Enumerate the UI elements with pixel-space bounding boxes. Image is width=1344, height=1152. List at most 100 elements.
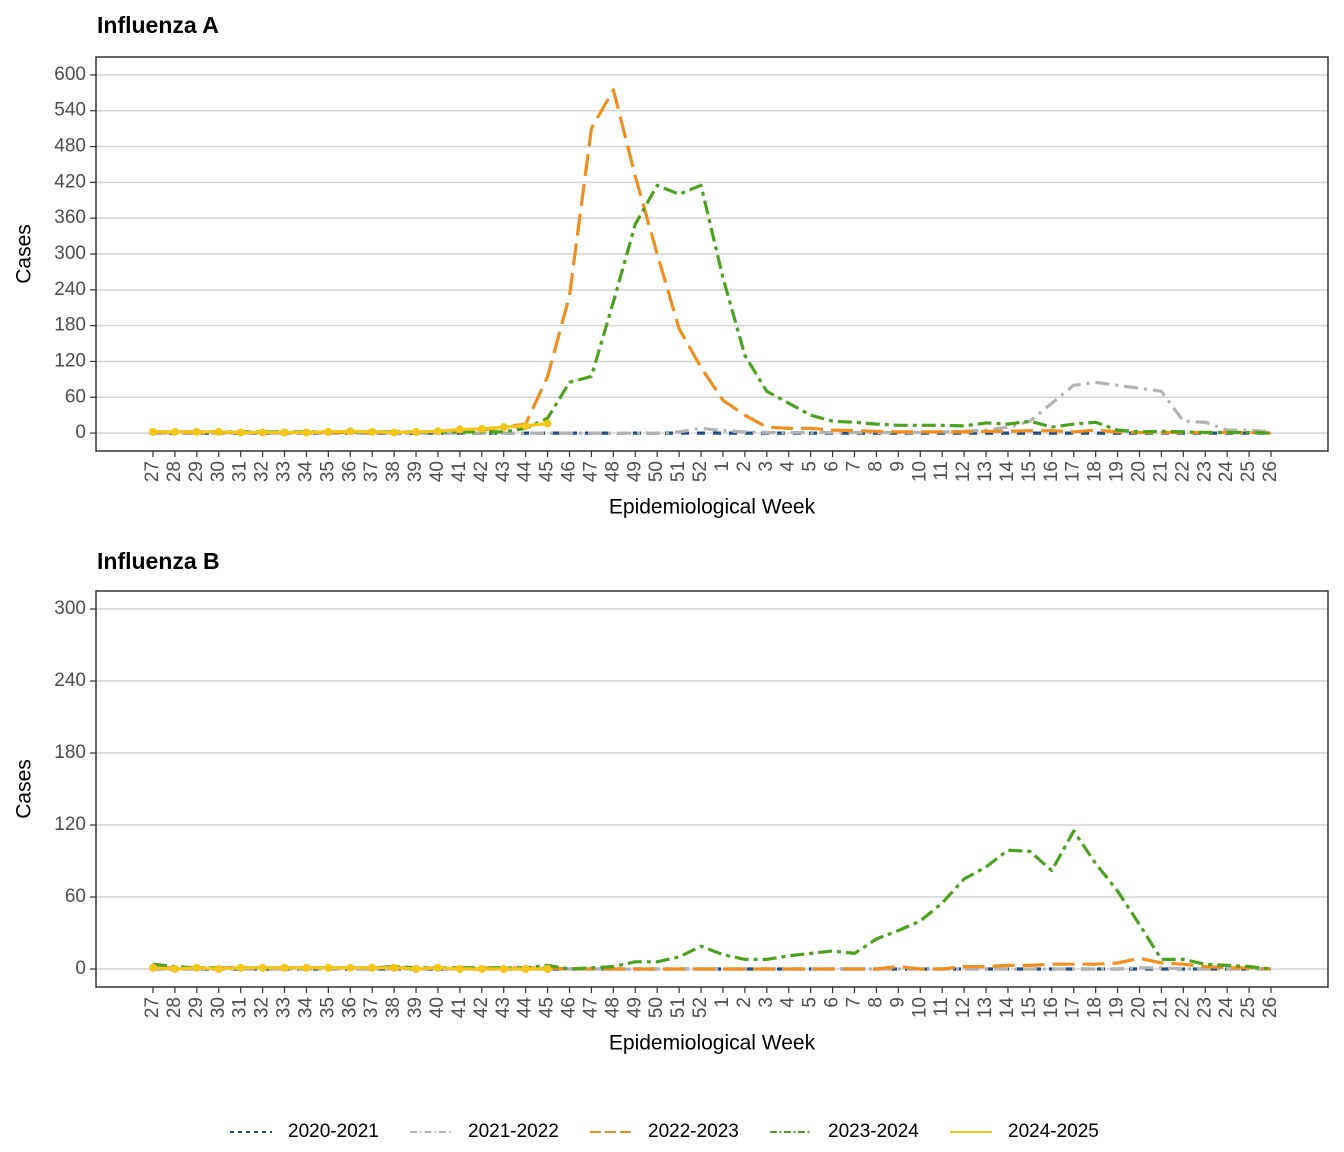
x-tick-label: 20: [1128, 461, 1149, 482]
x-tick-label: 18: [1085, 461, 1106, 482]
series-point: [368, 963, 377, 972]
x-tick-label: 26: [1260, 461, 1281, 482]
x-tick-label: 35: [317, 997, 338, 1018]
x-tick-label: 9: [887, 461, 908, 472]
series-point: [433, 427, 442, 436]
x-tick-label: 4: [778, 461, 799, 472]
x-tick-label: 23: [1194, 461, 1215, 482]
x-tick-label: 32: [252, 997, 273, 1018]
x-tick-label: 37: [361, 461, 382, 482]
legend-label: 2021-2022: [468, 1121, 559, 1142]
x-tick-label: 19: [1107, 997, 1128, 1018]
x-tick-label: 42: [471, 461, 492, 482]
x-tick-label: 50: [646, 997, 667, 1018]
x-tick-label: 10: [909, 997, 930, 1018]
x-tick-label: 30: [208, 461, 229, 482]
legend-label: 2020-2021: [288, 1121, 379, 1142]
series-point: [236, 428, 245, 437]
y-tick-label: 540: [54, 100, 86, 121]
x-axis-label: Epidemiological Week: [609, 496, 816, 519]
legend-label: 2022-2023: [648, 1121, 739, 1142]
x-tick-label: 13: [975, 461, 996, 482]
y-tick-label: 240: [54, 279, 86, 300]
x-tick-label: 1: [712, 997, 733, 1008]
x-tick-label: 24: [1216, 461, 1237, 483]
x-tick-label: 28: [164, 461, 185, 482]
series-point: [543, 965, 552, 973]
x-tick-label: 7: [844, 997, 865, 1008]
x-tick-label: 47: [580, 997, 601, 1018]
x-tick-label: 6: [822, 997, 843, 1008]
series-point: [521, 965, 530, 973]
x-tick-label: 27: [142, 461, 163, 482]
series-point: [346, 963, 355, 972]
x-tick-label: 41: [449, 461, 470, 482]
y-tick-label: 600: [54, 64, 86, 85]
series-line: [152, 829, 1272, 971]
series-point: [258, 428, 267, 437]
x-tick-label: 17: [1063, 997, 1084, 1018]
x-tick-label: 44: [515, 461, 536, 483]
x-tick-label: 46: [559, 997, 580, 1018]
x-tick-label: 29: [186, 997, 207, 1018]
x-tick-label: 10: [909, 461, 930, 482]
y-axis-label: Cases: [13, 759, 36, 819]
x-tick-label: 34: [295, 997, 316, 1019]
x-tick-label: 39: [405, 997, 426, 1018]
x-tick-label: 5: [800, 997, 821, 1008]
x-tick-label: 22: [1172, 997, 1193, 1018]
x-tick-label: 51: [668, 461, 689, 482]
y-tick-label: 0: [75, 958, 86, 979]
y-axis-label: Cases: [13, 224, 36, 284]
x-tick-label: 34: [295, 461, 316, 483]
x-tick-label: 52: [690, 461, 711, 482]
x-tick-label: 44: [515, 997, 536, 1019]
x-tick-label: 18: [1085, 997, 1106, 1018]
series-point: [258, 963, 267, 972]
series-line: [153, 183, 1272, 435]
x-tick-label: 33: [274, 461, 295, 482]
x-tick-label: 47: [580, 461, 601, 482]
y-tick-label: 60: [65, 886, 86, 907]
x-tick-label: 12: [953, 461, 974, 482]
x-tick-label: 52: [690, 997, 711, 1018]
x-tick-label: 41: [449, 997, 470, 1018]
series-point: [455, 425, 464, 434]
series-point: [412, 965, 421, 973]
x-tick-label: 38: [383, 461, 404, 482]
y-tick-label: 300: [54, 243, 86, 264]
x-axis-label: Epidemiological Week: [609, 1032, 816, 1055]
y-tick-label: 120: [54, 350, 86, 371]
x-tick-label: 25: [1238, 997, 1259, 1018]
x-tick-label: 49: [624, 461, 645, 482]
x-tick-label: 12: [953, 997, 974, 1018]
x-tick-label: 37: [361, 997, 382, 1018]
series-point: [521, 421, 530, 430]
x-tick-label: 11: [931, 461, 952, 481]
series-point: [214, 427, 223, 436]
x-tick-label: 15: [1019, 997, 1040, 1018]
x-tick-label: 32: [252, 461, 273, 482]
y-tick-label: 300: [54, 598, 86, 619]
x-tick-label: 48: [602, 461, 623, 482]
x-tick-label: 24: [1216, 997, 1237, 1019]
series-point: [390, 428, 399, 437]
y-tick-label: 480: [54, 136, 86, 157]
x-tick-label: 13: [975, 997, 996, 1018]
x-tick-label: 35: [317, 461, 338, 482]
y-tick-label: 420: [54, 171, 86, 192]
x-tick-label: 21: [1150, 997, 1171, 1018]
x-tick-label: 49: [624, 997, 645, 1018]
x-tick-label: 31: [230, 997, 251, 1018]
y-tick-label: 0: [75, 422, 86, 443]
chart-title: Influenza A: [97, 12, 219, 38]
x-tick-label: 23: [1194, 997, 1215, 1018]
x-tick-label: 8: [865, 997, 886, 1008]
series-point: [433, 963, 442, 972]
series-point: [543, 419, 552, 428]
legend-label: 2024-2025: [1008, 1121, 1099, 1142]
y-tick-label: 240: [54, 670, 86, 691]
series-point: [302, 428, 311, 437]
x-tick-label: 43: [493, 997, 514, 1018]
x-tick-label: 30: [208, 997, 229, 1018]
